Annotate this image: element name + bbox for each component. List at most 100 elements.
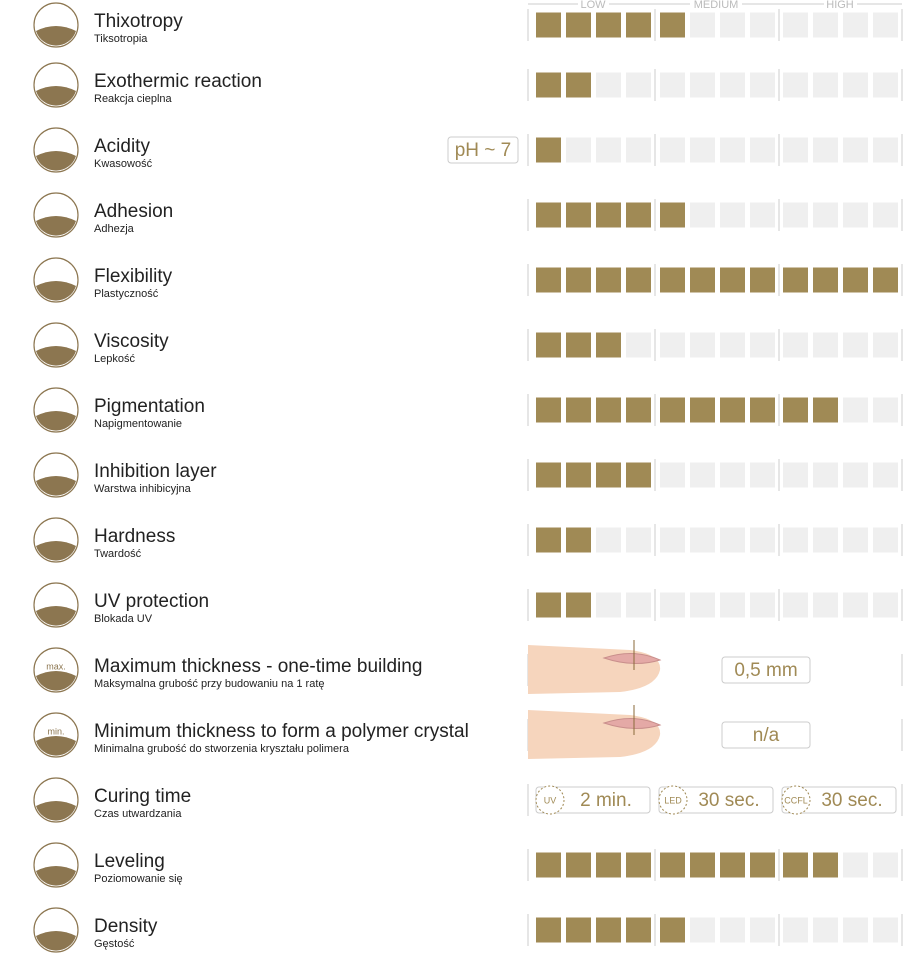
property-title: Flexibility	[94, 266, 173, 287]
property-subtitle: Maksymalna grubość przy budowaniu na 1 r…	[94, 678, 325, 690]
property-title: Exothermic reaction	[94, 71, 262, 92]
level-empty	[813, 202, 838, 228]
icon-fill	[36, 151, 76, 171]
level-empty	[720, 137, 745, 163]
level-empty	[843, 72, 868, 98]
level-filled	[690, 852, 715, 878]
finger	[528, 645, 661, 694]
level-filled	[660, 397, 685, 423]
icon-fill	[36, 801, 76, 821]
level-empty	[843, 397, 868, 423]
level-empty	[813, 332, 838, 358]
level-empty	[690, 332, 715, 358]
level-empty	[720, 527, 745, 553]
level-filled	[536, 332, 561, 358]
level-empty	[690, 72, 715, 98]
level-filled	[566, 397, 591, 423]
level-empty	[873, 397, 898, 423]
level-empty	[690, 592, 715, 618]
property-title: Viscosity	[94, 331, 169, 352]
level-filled	[536, 202, 561, 228]
level-filled	[626, 852, 651, 878]
level-empty	[873, 592, 898, 618]
property-subtitle: Minimalna grubość do stworzenia kryształ…	[94, 743, 350, 755]
property-title: Adhesion	[94, 201, 173, 222]
level-filled	[660, 202, 685, 228]
property-title: Pigmentation	[94, 396, 205, 417]
level-empty	[660, 137, 685, 163]
lamp-label: UV	[544, 795, 557, 805]
level-filled	[813, 267, 838, 293]
level-filled	[596, 462, 621, 488]
level-empty	[690, 917, 715, 943]
level-empty	[720, 332, 745, 358]
level-filled	[813, 397, 838, 423]
level-filled	[626, 917, 651, 943]
level-empty	[843, 12, 868, 38]
level-empty	[813, 12, 838, 38]
level-empty	[690, 527, 715, 553]
level-filled	[720, 852, 745, 878]
level-empty	[873, 72, 898, 98]
level-filled	[660, 12, 685, 38]
icon-label: min.	[47, 726, 64, 736]
badge-box	[447, 136, 519, 164]
property-subtitle: Reakcja cieplna	[94, 93, 173, 105]
level-filled	[596, 12, 621, 38]
level-filled	[660, 852, 685, 878]
property-subtitle: Napigmentowanie	[94, 418, 182, 430]
icon-fill	[36, 346, 76, 366]
level-empty	[750, 592, 775, 618]
level-filled	[626, 202, 651, 228]
level-filled	[626, 267, 651, 293]
level-filled	[566, 202, 591, 228]
level-empty	[626, 137, 651, 163]
level-filled	[566, 332, 591, 358]
level-filled	[813, 852, 838, 878]
level-filled	[626, 12, 651, 38]
icon-fill	[36, 736, 76, 756]
badge-text: pH ~ 7	[455, 140, 512, 161]
level-empty	[783, 137, 808, 163]
nail	[602, 653, 662, 664]
level-empty	[690, 12, 715, 38]
property-title: Density	[94, 916, 158, 937]
level-filled	[626, 397, 651, 423]
property-row: max. Maximum thickness - one-time buildin…	[33, 640, 903, 694]
level-empty	[873, 12, 898, 38]
level-filled	[690, 267, 715, 293]
level-filled	[566, 852, 591, 878]
property-subtitle: Warstwa inhibicyjna	[94, 483, 192, 495]
property-title: Thixotropy	[94, 11, 183, 32]
level-empty	[750, 72, 775, 98]
icon-fill	[36, 541, 76, 561]
level-empty	[873, 917, 898, 943]
level-empty	[873, 462, 898, 488]
level-empty	[750, 332, 775, 358]
level-empty	[873, 332, 898, 358]
level-filled	[566, 527, 591, 553]
property-title: Hardness	[94, 526, 175, 547]
level-empty	[626, 592, 651, 618]
level-empty	[783, 527, 808, 553]
level-empty	[843, 917, 868, 943]
level-filled	[536, 267, 561, 293]
level-filled	[596, 332, 621, 358]
level-empty	[813, 917, 838, 943]
lamp-label: CCFL	[784, 795, 808, 805]
level-empty	[783, 202, 808, 228]
level-filled	[536, 72, 561, 98]
level-filled	[566, 267, 591, 293]
level-filled	[536, 12, 561, 38]
thickness-text: 0,5 mm	[734, 660, 797, 681]
property-title: Acidity	[94, 136, 150, 157]
level-empty	[720, 917, 745, 943]
level-filled	[660, 267, 685, 293]
level-empty	[720, 462, 745, 488]
icon-fill	[36, 671, 76, 691]
property-title: Curing time	[94, 786, 191, 807]
level-empty	[750, 202, 775, 228]
